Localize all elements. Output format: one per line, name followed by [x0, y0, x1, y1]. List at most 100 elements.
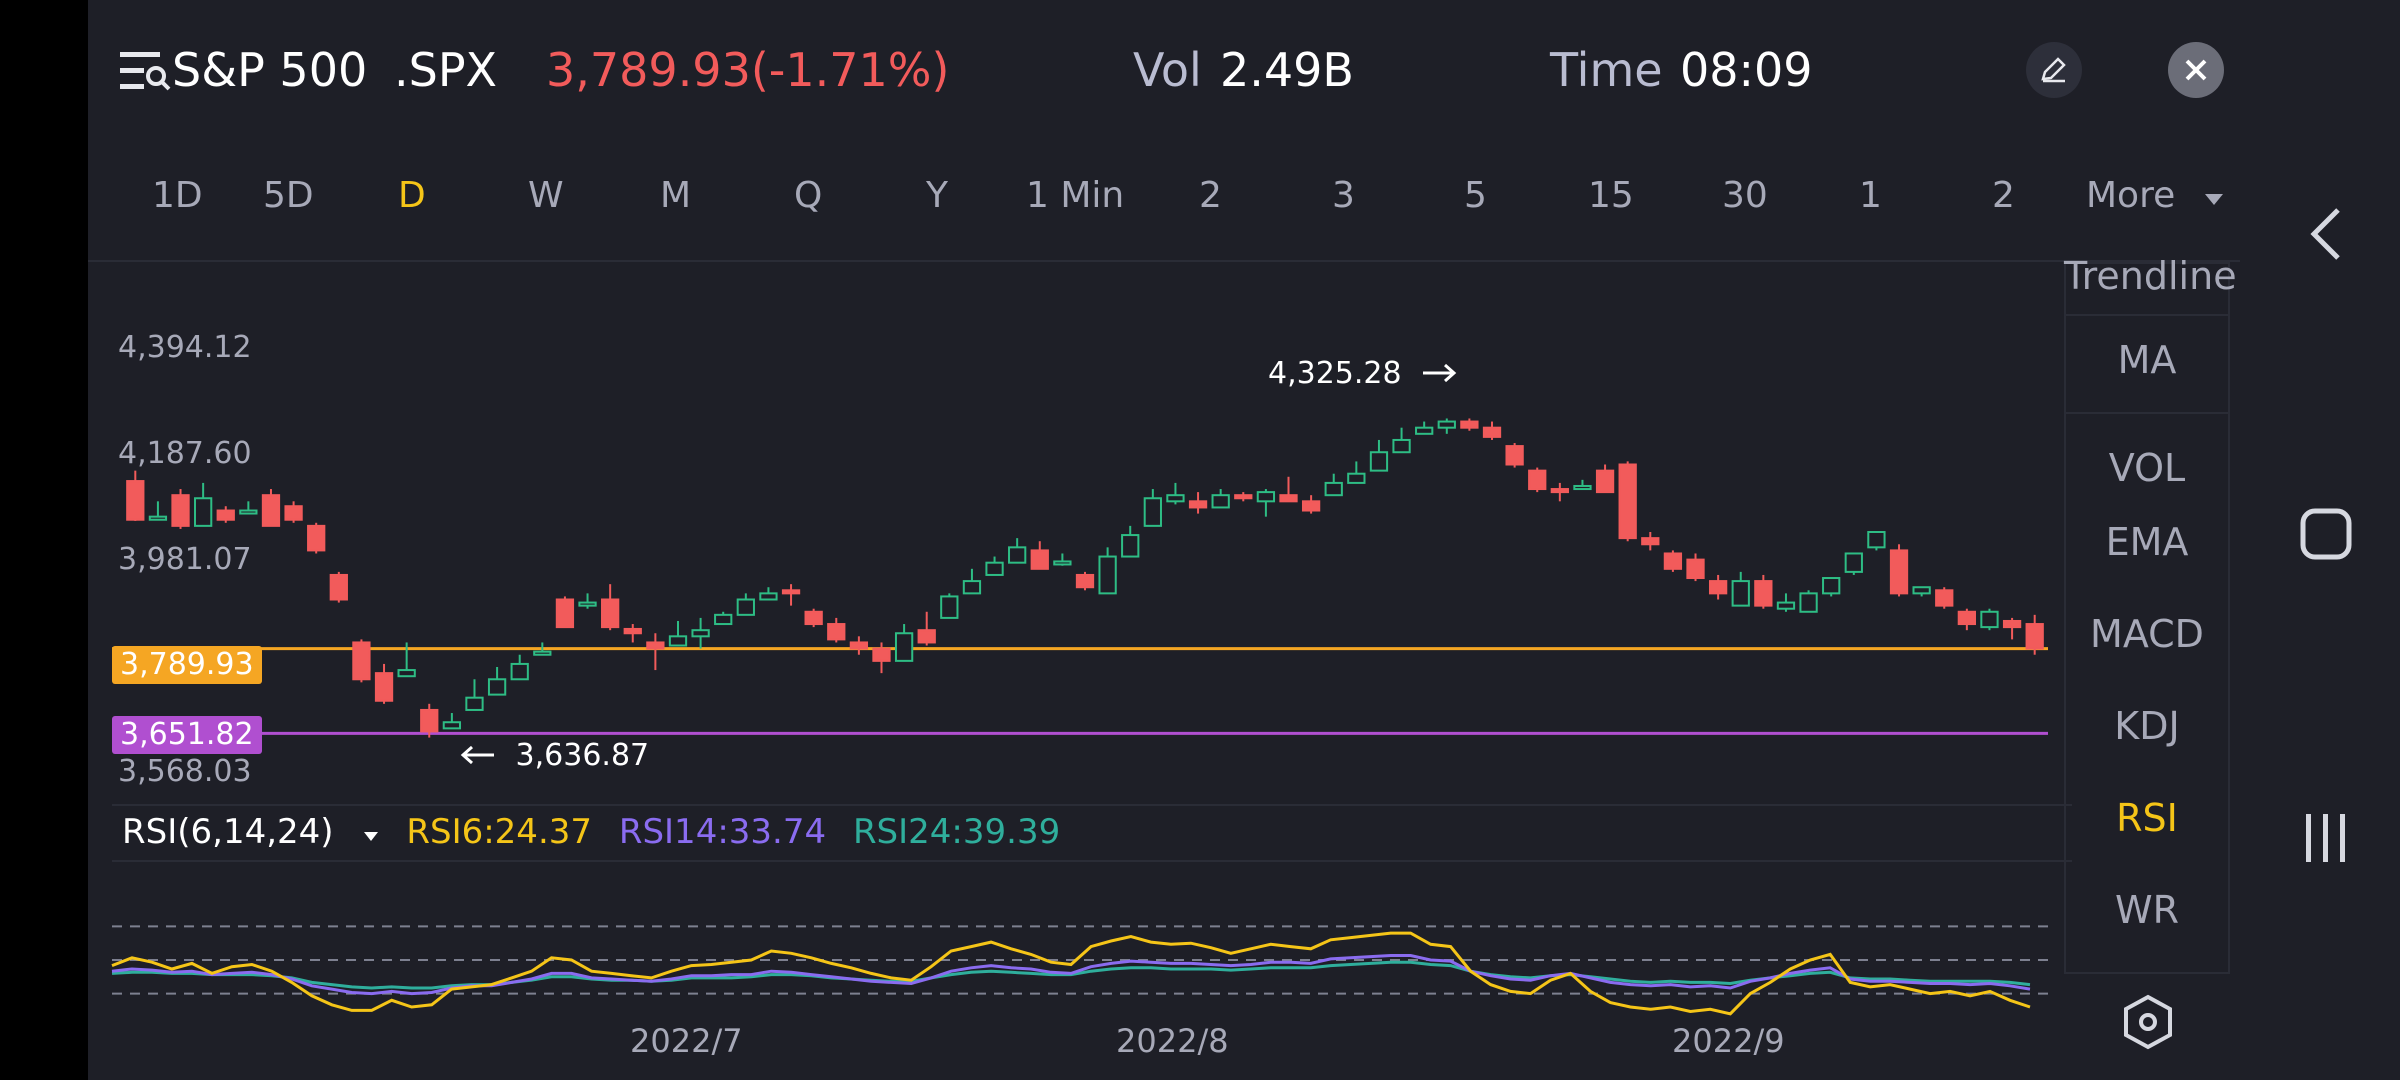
symbol-name[interactable]: S&P 500 [172, 43, 368, 97]
back-icon[interactable] [2308, 206, 2342, 262]
date-label: 2022/8 [1116, 1022, 1229, 1060]
timeframe-tab[interactable]: 15 [1588, 175, 1634, 216]
candle [623, 624, 642, 643]
rsi6-value: RSI6:24.37 [406, 812, 593, 852]
candle [1708, 574, 1728, 600]
candle [759, 587, 778, 601]
timeframe-tab[interactable]: 2 [1992, 175, 2015, 216]
candle [239, 501, 258, 515]
indicator-macd[interactable]: MACD [2090, 612, 2204, 656]
indicator-rsi[interactable]: RSI [2116, 796, 2178, 840]
rsi-params[interactable]: RSI(6,14,24) [122, 812, 380, 852]
timeframe-tab[interactable]: 1 Min [1026, 175, 1125, 216]
price-chart[interactable] [88, 262, 2058, 802]
candle [1618, 461, 1637, 542]
candle [1121, 525, 1140, 558]
candle [1234, 492, 1253, 502]
timeframe-tab[interactable]: 3 [1332, 175, 1355, 216]
candle [1663, 550, 1683, 572]
low-value: 3,636.87 [515, 738, 650, 773]
candle [1505, 443, 1524, 468]
candle [781, 584, 801, 606]
draw-tool-button[interactable] [2026, 42, 2082, 98]
candle [894, 624, 914, 662]
more-timeframes-button[interactable]: More [2086, 175, 2225, 216]
timeframe-tab[interactable]: D [398, 175, 426, 216]
price-axis-label: 3,981.07 [118, 542, 252, 577]
volume-value: 2.49B [1220, 43, 1354, 97]
timeframe-tab[interactable]: Y [926, 175, 948, 216]
indicator-ma[interactable]: MA [2117, 338, 2177, 382]
recent-apps-icon[interactable] [2302, 812, 2350, 864]
candle [555, 596, 575, 629]
candle [691, 617, 710, 649]
candle [1935, 587, 1954, 609]
timeframe-tab[interactable]: 1D [152, 175, 203, 216]
close-button[interactable] [2168, 42, 2224, 98]
candle [465, 679, 484, 711]
date-label: 2022/7 [630, 1022, 743, 1060]
candle [1324, 473, 1343, 497]
low-annotation: 3,636.87 [460, 738, 649, 773]
high-value: 4,325.28 [1268, 356, 1402, 391]
candle [1482, 421, 1502, 440]
candle [148, 501, 168, 521]
candle [940, 593, 959, 619]
candle [533, 642, 552, 656]
candle [307, 522, 326, 554]
candle [1641, 532, 1660, 551]
volume-label: Vol [1133, 43, 1202, 97]
indicator-trendline[interactable]: Trendline [2064, 254, 2237, 298]
chart-app: S&P 500 .SPX 3,789.93(-1.71%) Vol 2.49B … [88, 0, 2240, 1080]
candle [985, 556, 1004, 576]
candle [1844, 552, 1863, 575]
timeframe-tab[interactable]: 1 [1859, 175, 1882, 216]
timeframe-tab[interactable]: 2 [1199, 175, 1222, 216]
candle [1008, 538, 1027, 564]
candle [849, 636, 869, 655]
arrow-left-icon [460, 745, 494, 765]
rsi-chart[interactable] [88, 900, 2058, 1020]
timeframe-tab[interactable]: W [528, 175, 564, 216]
pencil-icon [2041, 57, 2066, 83]
indicator-wr[interactable]: WR [2115, 888, 2179, 932]
indicator-vol[interactable]: VOL [2108, 446, 2186, 490]
candle [1912, 586, 1931, 597]
price-axis-label: 3,568.03 [118, 754, 252, 789]
candle [1301, 495, 1321, 514]
indicator-separator [2064, 412, 2230, 414]
candle [352, 639, 371, 683]
candle [1889, 544, 1909, 597]
candle [194, 482, 213, 527]
high-annotation: 4,325.28 [1268, 356, 1457, 391]
settings-button[interactable] [2122, 994, 2174, 1054]
candle [1347, 461, 1366, 484]
candle [1799, 590, 1818, 613]
timeframe-tab[interactable]: 5D [263, 175, 314, 216]
home-icon[interactable] [2300, 508, 2352, 560]
candle [804, 608, 823, 628]
candle [1460, 418, 1479, 431]
tabs-divider [88, 260, 2240, 262]
candle [2025, 614, 2044, 655]
indicator-kdj[interactable]: KDJ [2114, 704, 2180, 748]
current-price-tag: 3,789.93 [112, 646, 262, 684]
rsi24-value: RSI24:39.39 [852, 812, 1061, 852]
candle [601, 584, 620, 631]
candle [1550, 482, 1569, 502]
indicator-ema[interactable]: EMA [2105, 520, 2189, 564]
timeframe-tab[interactable]: Q [794, 175, 823, 216]
candle [1528, 467, 1547, 493]
price-axis-label: 4,187.60 [118, 436, 252, 471]
timeframe-tab[interactable]: 30 [1722, 175, 1768, 216]
candle [714, 611, 733, 626]
timeframe-tab[interactable]: M [660, 175, 692, 216]
hexagon-settings-icon [2124, 994, 2172, 1050]
indicator-panel [2064, 262, 2230, 974]
rsi-divider [112, 860, 2072, 862]
candle [1867, 531, 1886, 551]
timeframe-tab[interactable]: 5 [1464, 175, 1487, 216]
arrow-right-icon [1423, 363, 1457, 383]
watchlist-menu-icon[interactable] [120, 50, 172, 92]
candle [284, 501, 303, 523]
